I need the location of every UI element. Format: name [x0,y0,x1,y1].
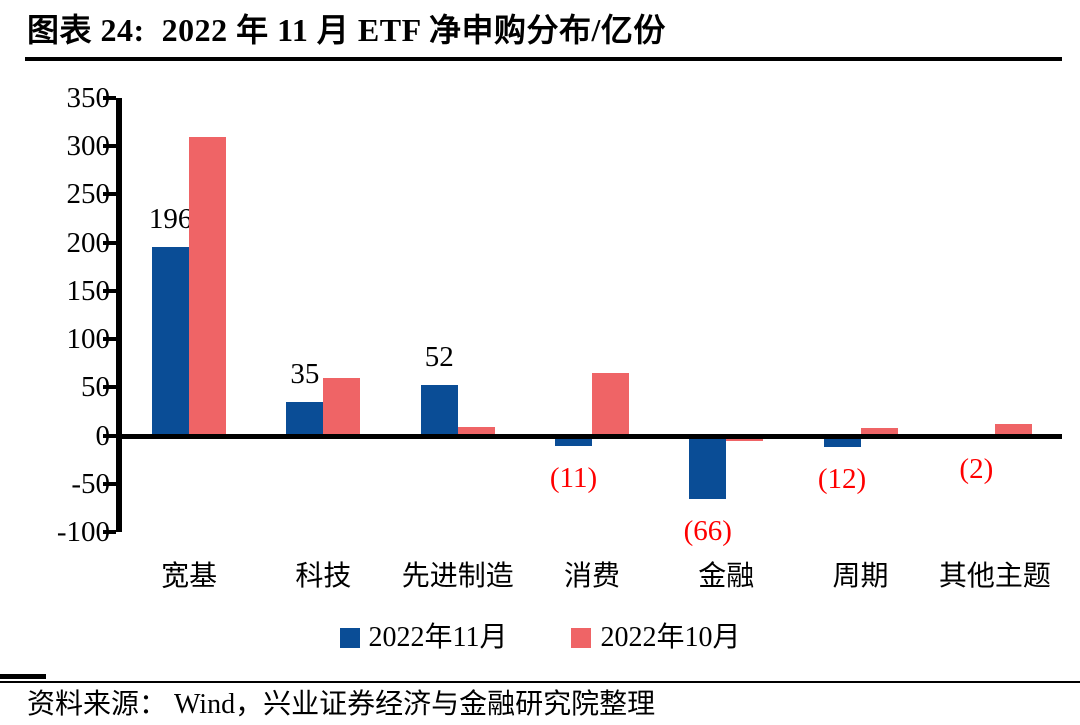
title-divider [25,57,1062,61]
legend-swatch [339,628,360,648]
x-axis-category-label: 宽基 [161,561,218,592]
bar-2022-10 [189,136,227,436]
bar-2022-11 [555,435,592,447]
x-axis-category-label: 金融 [698,561,755,592]
x-axis-category-label: 其他主题 [938,561,1051,592]
x-axis-category-label: 科技 [295,561,352,592]
y-axis-tick-label: 150 [66,274,111,307]
y-axis-tick [103,96,116,100]
bar-2022-10 [994,423,1032,436]
bar-2022-11 [420,385,458,436]
legend-label: 2022年10月 [600,622,741,653]
bar-2022-11 [152,246,190,436]
y-axis-tick [103,144,116,149]
source-note: 资料来源： Wind，兴业证券经济与金融研究院整理 [27,689,656,720]
figure-title: 图表 24: 2022 年 11 月 ETF 净申购分布/亿份 [27,12,666,48]
y-axis-tick-label: 200 [66,226,111,259]
footer-divider [0,681,1080,683]
y-axis-line [116,98,122,532]
x-axis-category-label: 消费 [563,561,620,592]
y-axis-tick-label: -50 [71,467,110,500]
bar-value-label: (66) [683,515,732,548]
x-axis-category-label: 先进制造 [401,561,514,592]
y-axis-tick [103,433,116,438]
bar-value-label: (2) [959,453,994,486]
legend-swatch [571,628,592,648]
bar-2022-11 [823,435,861,448]
y-axis-tick [103,192,116,197]
bar-value-label: 35 [290,357,320,390]
y-axis-tick [103,530,116,534]
y-axis-tick-label: -100 [56,516,110,548]
legend-label: 2022年11月 [368,622,508,653]
y-axis-tick-label: 350 [66,82,111,114]
bar-value-label: 52 [424,341,454,374]
bar-2022-10 [323,377,361,436]
y-axis-tick [103,385,116,390]
y-axis-tick [103,240,116,245]
bar-2022-11 [689,435,727,500]
y-axis-tick [103,337,116,342]
footer-left-tick [0,674,46,679]
bar-2022-10 [860,427,898,436]
y-axis-tick-label: 0 [18,419,111,453]
y-axis-tick-label: 250 [66,178,111,211]
bar-2022-10 [592,372,629,436]
x-axis-category-label: 周期 [832,561,889,592]
bar-2022-10 [457,426,495,436]
y-axis-tick [103,288,116,293]
legend-item: 2022年10月 [571,622,740,654]
y-axis-tick [103,481,116,486]
y-axis-tick-label: 100 [66,323,111,356]
bar-value-label: (12) [817,463,867,496]
y-axis-tick-label: 50 [81,371,110,404]
legend-item: 2022年11月 [339,622,508,654]
bar-value-label: (11) [549,462,598,495]
bar-value-label: 196 [148,202,193,235]
x-axis-zero-line [116,433,1062,439]
bar-2022-11 [286,401,324,436]
y-axis-tick-label: 300 [66,130,111,163]
chart-legend: 2022年11月 2022年10月 [0,622,1080,654]
